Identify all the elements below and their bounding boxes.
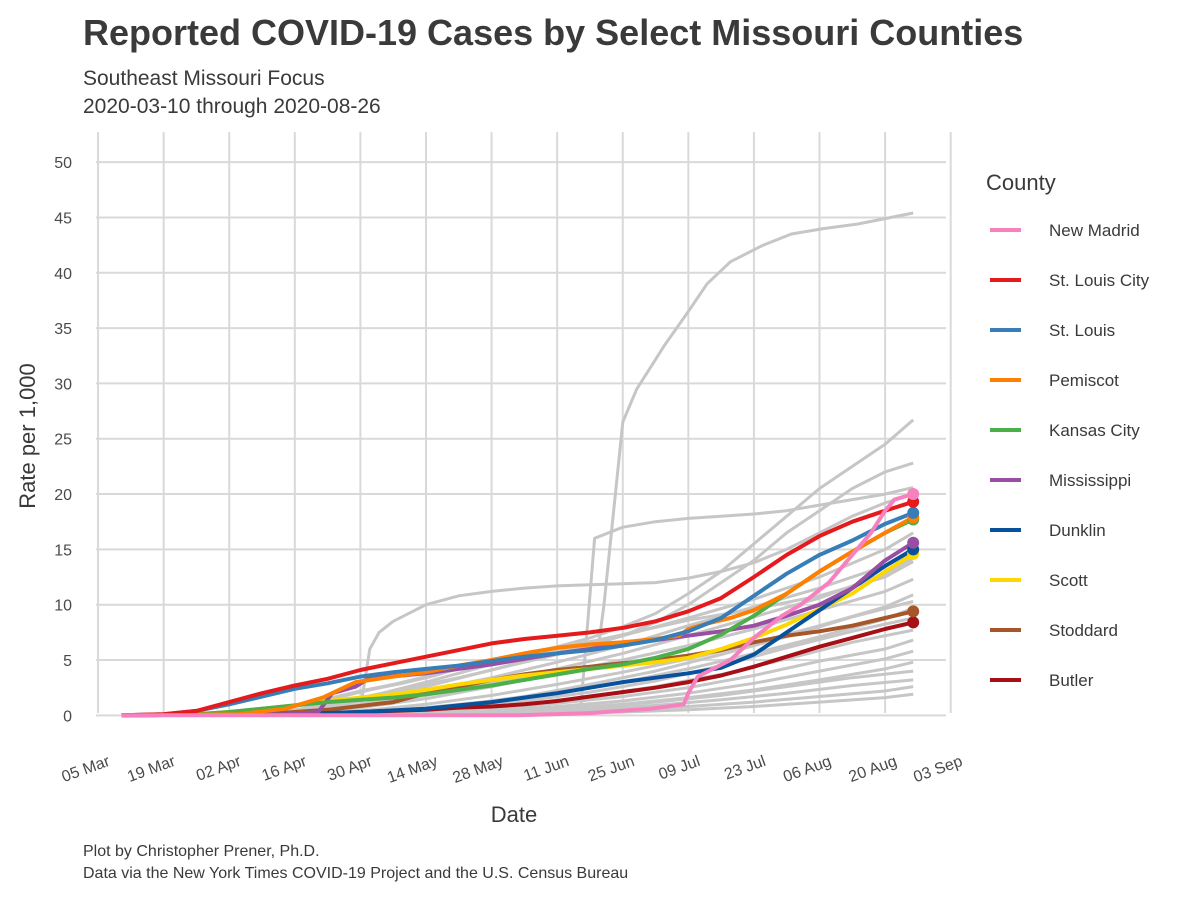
x-tick-label: 19 Mar — [125, 753, 178, 786]
series-endpoint — [907, 616, 920, 629]
x-tick-label: 02 Apr — [194, 753, 244, 785]
series-line — [121, 492, 914, 718]
legend-label: Mississippi — [1049, 471, 1131, 490]
caption-line-1: Plot by Christopher Prener, Ph.D. — [83, 843, 320, 860]
series-line — [121, 511, 914, 718]
caption-line-2: Data via the New York Times COVID-19 Pro… — [83, 865, 628, 882]
legend-label: Scott — [1049, 571, 1088, 590]
y-tick-label: 35 — [54, 321, 72, 338]
legend-label: Kansas City — [1049, 421, 1140, 440]
x-tick-label: 25 Jun — [586, 753, 637, 785]
x-axis-ticks: 05 Mar 19 Mar 02 Apr 16 Apr 30 Apr 14 May 28 M… — [60, 753, 965, 787]
background-county-line — [121, 418, 915, 717]
series-line — [121, 547, 915, 718]
chart-title: Reported COVID-19 Cases by Select Missou… — [83, 12, 1023, 53]
x-tick-label: 03 Sep — [911, 753, 965, 786]
y-tick-label: 0 — [63, 708, 72, 725]
gridlines — [96, 132, 952, 717]
legend-label: St. Louis — [1049, 321, 1115, 340]
x-tick-label: 20 Aug — [847, 753, 900, 786]
legend-label: Butler — [1049, 671, 1094, 690]
x-tick-label: 16 Apr — [260, 753, 310, 785]
x-tick-label: 11 Jun — [521, 753, 571, 785]
y-tick-label: 10 — [54, 598, 72, 615]
background-county-line — [121, 531, 914, 717]
highlighted-county-lines — [121, 492, 915, 718]
legend-label: Stoddard — [1049, 621, 1118, 640]
y-tick-label: 5 — [63, 653, 72, 670]
legend-label: New Madrid — [1049, 221, 1140, 240]
series-endpoint — [907, 488, 920, 501]
y-tick-label: 20 — [54, 487, 72, 504]
x-tick-label: 23 Jul — [722, 753, 768, 784]
y-tick-label: 30 — [54, 376, 72, 393]
y-tick-label: 40 — [54, 266, 72, 283]
legend-label: Pemiscot — [1049, 371, 1119, 390]
series-endpoint — [907, 605, 920, 618]
series-endpoint — [907, 536, 920, 549]
y-tick-label: 50 — [54, 155, 72, 172]
y-axis-ticks: 0 5 10 15 20 25 30 35 40 45 50 — [54, 155, 72, 725]
endpoint-markers — [907, 488, 920, 629]
legend: New Madrid St. Louis City St. Louis Pemisco… — [990, 221, 1150, 690]
x-tick-label: 06 Aug — [781, 753, 834, 786]
x-tick-label: 14 May — [385, 753, 440, 787]
x-tick-label: 28 May — [451, 753, 506, 787]
x-axis-title: Date — [491, 802, 537, 827]
series-endpoint — [907, 506, 920, 519]
legend-label: Dunklin — [1049, 521, 1106, 540]
y-tick-label: 25 — [54, 432, 72, 449]
y-axis-title: Rate per 1,000 — [15, 363, 40, 509]
y-tick-label: 45 — [54, 210, 72, 227]
x-tick-label: 09 Jul — [657, 753, 703, 784]
series-line — [121, 515, 915, 718]
series-line — [121, 499, 914, 718]
y-tick-label: 15 — [54, 542, 72, 559]
x-tick-label: 30 Apr — [325, 753, 375, 785]
chart-subtitle-line-2: 2020-03-10 through 2020-08-26 — [83, 95, 381, 118]
legend-label: St. Louis City — [1049, 271, 1150, 290]
legend-title: County — [986, 170, 1056, 195]
chart-subtitle-line-1: Southeast Missouri Focus — [83, 67, 325, 90]
x-tick-label: 05 Mar — [60, 753, 113, 786]
